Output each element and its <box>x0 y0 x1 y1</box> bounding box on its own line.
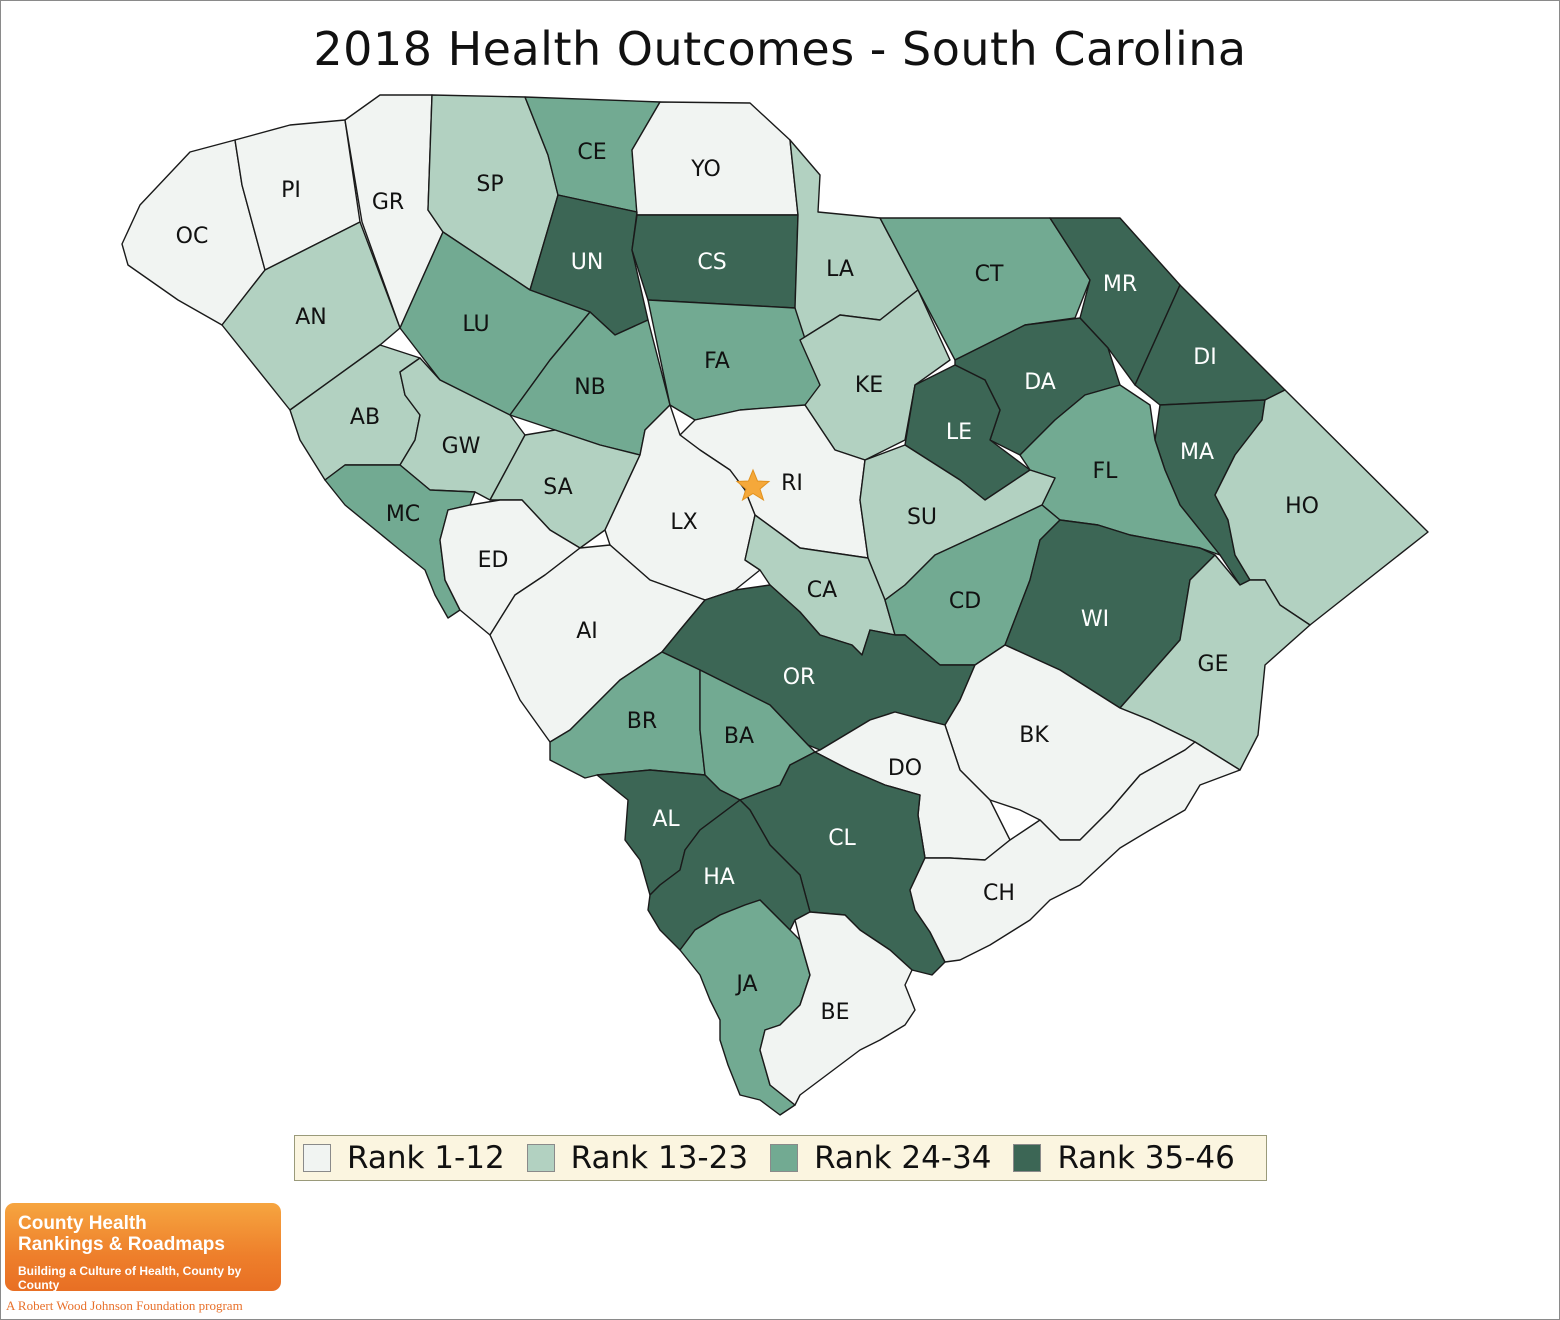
legend-item-rank-35-46: Rank 35-46 <box>1013 1140 1235 1176</box>
county-label-KE: KE <box>855 373 883 398</box>
legend-label: Rank 13-23 <box>570 1140 749 1176</box>
capital-star-icon <box>735 468 771 502</box>
county-OR[interactable] <box>661 584 976 751</box>
legend-item-rank-13-23: Rank 13-23 <box>526 1140 749 1176</box>
county-label-DA: DA <box>1024 370 1056 395</box>
map-legend: Rank 1-12 Rank 13-23 Rank 24-34 Rank 35-… <box>294 1135 1267 1181</box>
county-label-CT: CT <box>975 262 1004 287</box>
county-label-CD: CD <box>949 589 981 614</box>
legend-item-rank-24-34: Rank 24-34 <box>770 1140 991 1176</box>
county-label-BK: BK <box>1019 723 1049 748</box>
county-label-MC: MC <box>386 502 420 527</box>
county-label-CH: CH <box>983 881 1015 906</box>
county-label-DI: DI <box>1193 345 1216 370</box>
county-label-SU: SU <box>907 505 937 530</box>
county-label-FL: FL <box>1093 459 1119 484</box>
legend-swatch <box>303 1144 331 1172</box>
legend-item-rank-1-12: Rank 1-12 <box>303 1140 505 1176</box>
logo-line-1: County Health <box>18 1213 147 1234</box>
county-label-OR: OR <box>783 665 816 690</box>
map-title: 2018 Health Outcomes - South Carolina <box>313 22 1247 76</box>
foundation-credit: A Robert Wood Johnson Foundation program <box>6 1298 243 1313</box>
county-label-CA: CA <box>807 578 837 603</box>
county-CH[interactable] <box>909 741 1241 963</box>
county-label-CE: CE <box>577 140 606 165</box>
county-label-WI: WI <box>1081 607 1109 632</box>
county-label-LX: LX <box>670 510 697 535</box>
legend-swatch <box>526 1144 555 1172</box>
county-health-rankings-logo[interactable]: County Health Rankings & Roadmaps Buildi… <box>5 1203 281 1292</box>
county-MR[interactable] <box>1049 217 1181 386</box>
county-label-BA: BA <box>724 724 754 749</box>
county-label-GW: GW <box>442 434 481 459</box>
county-label-LU: LU <box>462 312 489 337</box>
county-label-AB: AB <box>350 405 380 430</box>
legend-label: Rank 35-46 <box>1057 1140 1235 1176</box>
logo-line-2: Rankings & Roadmaps <box>18 1234 225 1255</box>
county-label-BR: BR <box>627 709 657 734</box>
county-label-BE: BE <box>821 1000 850 1025</box>
legend-label: Rank 1-12 <box>347 1140 505 1176</box>
county-label-MA: MA <box>1180 440 1214 465</box>
county-label-FA: FA <box>704 349 730 374</box>
county-label-HO: HO <box>1285 494 1319 519</box>
county-label-YO: YO <box>690 157 721 182</box>
county-label-PI: PI <box>281 178 301 203</box>
county-label-NB: NB <box>574 375 606 400</box>
county-label-AN: AN <box>295 305 327 330</box>
county-label-DO: DO <box>888 756 922 781</box>
legend-swatch <box>770 1144 799 1172</box>
county-label-LE: LE <box>946 420 972 445</box>
county-label-UN: UN <box>571 250 604 275</box>
county-label-CS: CS <box>697 250 726 275</box>
county-label-SP: SP <box>476 172 503 197</box>
logo-tagline: Building a Culture of Health, County by … <box>18 1264 242 1292</box>
county-label-MR: MR <box>1103 272 1137 297</box>
county-label-JA: JA <box>734 972 757 997</box>
county-label-SA: SA <box>543 475 572 500</box>
county-label-RI: RI <box>781 471 803 496</box>
legend-swatch <box>1013 1144 1042 1172</box>
county-label-AI: AI <box>576 619 598 644</box>
county-FA[interactable] <box>647 299 821 421</box>
legend-label: Rank 24-34 <box>814 1140 992 1176</box>
county-label-OC: OC <box>176 224 209 249</box>
county-label-LA: LA <box>826 257 854 282</box>
county-label-GR: GR <box>372 190 404 215</box>
county-BE[interactable] <box>759 911 916 1106</box>
county-label-GE: GE <box>1198 652 1229 677</box>
county-label-CL: CL <box>828 826 856 851</box>
county-label-HA: HA <box>703 865 735 890</box>
county-label-AL: AL <box>652 807 680 832</box>
county-label-ED: ED <box>478 548 509 573</box>
